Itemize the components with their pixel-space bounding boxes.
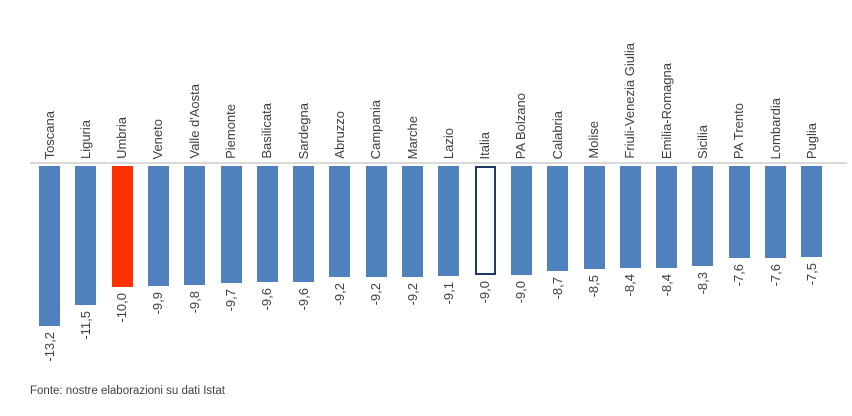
category-label: Campania [368, 99, 384, 159]
bar-column: Italia -9,0 [467, 0, 504, 416]
bar-column: Marche -9,2 [394, 0, 431, 416]
category-label: Liguria [77, 119, 93, 159]
category-label: Basilicata [259, 103, 275, 159]
bar-column: Emilia-Romagna -8,4 [648, 0, 685, 416]
bar-column: Toscana -13,2 [31, 0, 68, 416]
value-label: -7,6 [731, 264, 747, 287]
category-label: Valle d'Aosta [186, 84, 202, 159]
value-label: -11,5 [77, 311, 93, 340]
bar-column: Valle d'Aosta -9,8 [176, 0, 213, 416]
bar [402, 166, 423, 277]
value-label: -7,5 [803, 263, 819, 286]
category-label: Friuli-Venezia Giulia [622, 43, 638, 159]
bar [801, 166, 823, 257]
bar-column: Veneto -9,9 [140, 0, 177, 416]
bar [75, 166, 97, 305]
value-label: -8,7 [549, 277, 565, 300]
value-label: -9,6 [259, 288, 275, 311]
bar [184, 166, 206, 285]
bar [692, 166, 714, 266]
value-label: -8,4 [658, 274, 674, 297]
bar [329, 166, 351, 277]
bar-column: Molise -8,5 [576, 0, 613, 416]
value-label: -7,6 [767, 264, 783, 287]
category-label: Veneto [150, 118, 166, 160]
bar [39, 166, 60, 326]
category-label: Abruzzo [331, 111, 347, 159]
category-label: PA Bolzano [513, 92, 529, 159]
value-label: -13,2 [41, 332, 57, 362]
category-label: Lazio [440, 127, 456, 159]
bar [547, 166, 569, 271]
bar-column: PA Trento -7,6 [721, 0, 758, 416]
value-label: -9,0 [477, 281, 493, 304]
bar [765, 166, 786, 258]
value-label: -8,3 [694, 272, 710, 295]
bar-column: Piemonte -9,7 [213, 0, 250, 416]
category-label: Sicilia [694, 125, 710, 159]
bar [619, 166, 641, 268]
bar-column: Basilicata -9,6 [249, 0, 286, 416]
bar [365, 166, 387, 277]
bar-column: Lazio -9,1 [430, 0, 467, 416]
value-label: -9,8 [186, 291, 202, 314]
category-label: Lombardia [767, 97, 783, 159]
category-label: PA Trento [731, 102, 747, 159]
value-label: -9,2 [404, 283, 420, 306]
bar-column: Campania -9,2 [358, 0, 395, 416]
value-label: -9,9 [150, 292, 166, 315]
value-label: -9,0 [513, 281, 529, 304]
value-label: -10,0 [114, 293, 130, 323]
category-label: Marche [404, 115, 420, 159]
bar-column: Abruzzo -9,2 [321, 0, 358, 416]
category-label: Emilia-Romagna [658, 62, 674, 159]
category-label: Toscana [41, 110, 57, 159]
bar-column: Puglia -7,5 [793, 0, 830, 416]
bar-column: Liguria -11,5 [67, 0, 104, 416]
bar-column: Lombardia -7,6 [757, 0, 794, 416]
value-label: -9,6 [295, 288, 311, 311]
bar [220, 166, 242, 283]
value-label: -9,2 [331, 283, 347, 306]
bar-column: PA Bolzano -9,0 [503, 0, 540, 416]
category-label: Sardegna [295, 102, 311, 159]
bar [510, 166, 532, 275]
bar [256, 166, 278, 282]
bar-column: Friuli-Venezia Giulia -8,4 [612, 0, 649, 416]
value-label: -8,4 [622, 274, 638, 297]
bar [728, 166, 750, 258]
bar [147, 166, 169, 286]
category-label: Umbria [114, 117, 130, 159]
value-label: -8,5 [586, 275, 601, 298]
category-label: Italia [477, 131, 493, 159]
bar [656, 166, 678, 268]
source-note: Fonte: nostre elaborazioni su dati Istat [30, 385, 225, 397]
value-label: -9,7 [223, 289, 238, 312]
bar-column: Calabria -8,7 [539, 0, 576, 416]
value-label: -9,1 [440, 282, 456, 305]
bar [438, 166, 460, 276]
category-label: Molise [586, 121, 601, 159]
value-label: -9,2 [368, 283, 384, 306]
category-label: Piemonte [223, 104, 238, 159]
bar-column: Sardegna -9,6 [285, 0, 322, 416]
bar [474, 166, 496, 275]
bar [111, 166, 133, 287]
category-label: Calabria [549, 110, 565, 159]
category-label: Puglia [803, 122, 819, 159]
zero-axis-line [30, 162, 847, 164]
bar [583, 166, 605, 269]
bar-column: Umbria -10,0 [104, 0, 141, 416]
bar-column: Sicilia -8,3 [684, 0, 721, 416]
bar [293, 166, 315, 282]
